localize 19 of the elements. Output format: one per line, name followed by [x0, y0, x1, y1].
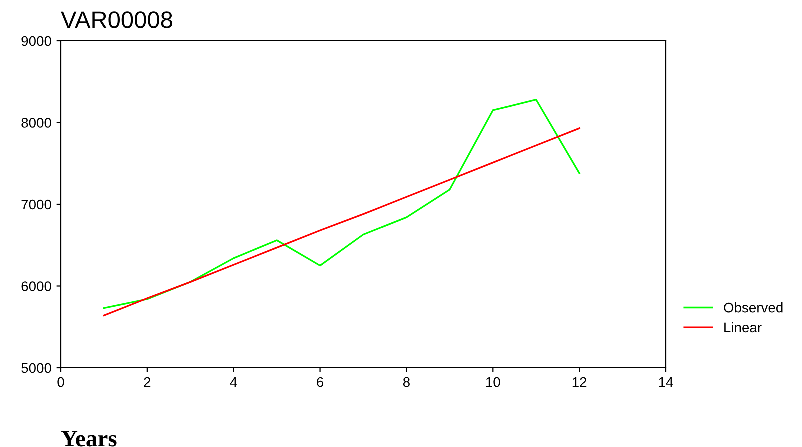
y-tick-label: 6000: [22, 282, 52, 292]
y-tick-label: 7000: [22, 200, 52, 210]
x-tick-label: 12: [572, 377, 587, 388]
legend-label: Linear: [724, 322, 762, 333]
x-tick-label: 8: [403, 377, 410, 388]
x-tick-label: 6: [317, 377, 324, 388]
x-tick-label: 4: [230, 378, 238, 388]
y-tick-label: 9000: [22, 36, 52, 46]
x-tick-label: 10: [486, 377, 500, 388]
legend-label: Observed: [724, 302, 783, 313]
x-tick-label: 14: [659, 378, 674, 388]
y-tick-label: 5000: [22, 363, 52, 374]
x-axis-title: Years: [61, 431, 117, 447]
y-tick-label: 8000: [22, 118, 52, 128]
chart-title: VAR00008: [61, 12, 172, 28]
line-series: [103, 99, 580, 310]
x-tick-label: 2: [144, 377, 151, 388]
x-tick-label: 0: [58, 377, 64, 388]
line-series: [103, 128, 580, 317]
